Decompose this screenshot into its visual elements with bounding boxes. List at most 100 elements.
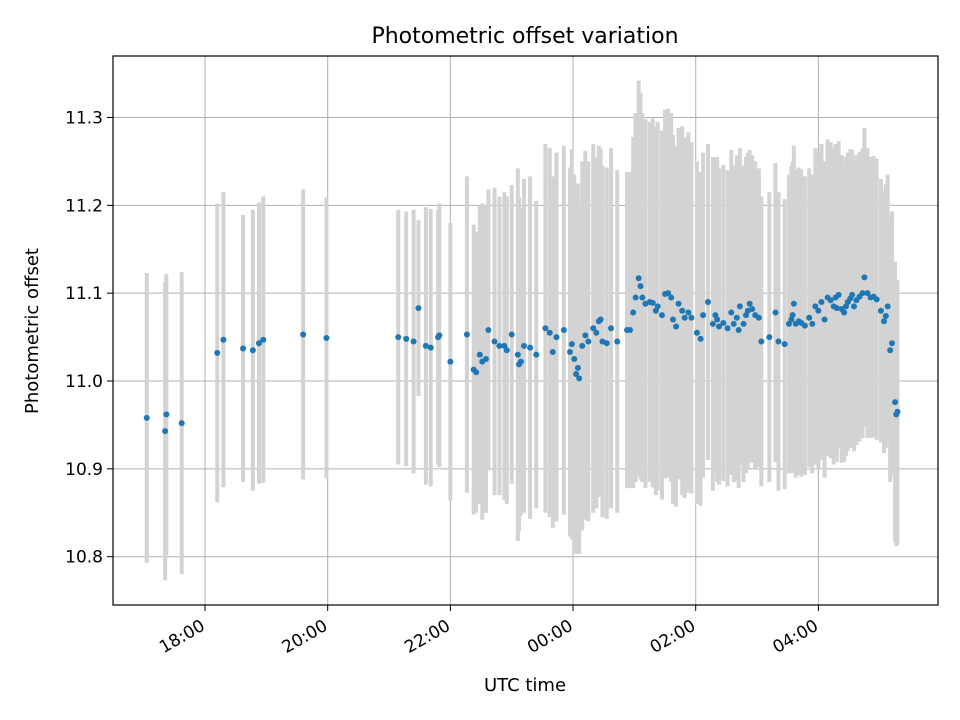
x-tick-label: 20:00 <box>279 616 331 658</box>
data-point <box>679 307 686 314</box>
y-tick-label: 11.0 <box>65 372 103 392</box>
data-point <box>681 314 688 321</box>
data-point <box>395 334 402 341</box>
data-point <box>476 351 483 358</box>
data-point <box>772 309 779 316</box>
data-point <box>658 312 665 319</box>
data-point <box>697 335 704 342</box>
data-point <box>403 335 410 342</box>
data-point <box>590 325 597 332</box>
y-tick-label: 11.3 <box>65 108 103 128</box>
data-point <box>573 370 580 377</box>
data-point <box>447 358 454 365</box>
data-point <box>585 338 592 345</box>
data-point <box>422 342 429 349</box>
data-point <box>766 334 773 341</box>
data-point <box>873 296 880 303</box>
data-point <box>673 323 680 330</box>
x-tick-label: 00:00 <box>524 616 576 658</box>
data-point <box>608 325 615 332</box>
data-point <box>520 342 527 349</box>
data-point <box>693 329 700 336</box>
data-point <box>724 325 731 332</box>
data-point <box>482 356 489 363</box>
data-point <box>260 336 267 343</box>
data-point <box>463 331 470 338</box>
data-point <box>746 300 753 307</box>
data-point <box>527 344 534 351</box>
data-point <box>496 342 503 349</box>
data-point <box>892 399 899 406</box>
data-point <box>827 297 834 304</box>
data-point <box>549 349 556 356</box>
data-point <box>714 316 721 323</box>
data-point <box>240 345 247 352</box>
data-point <box>323 334 330 341</box>
data-point <box>163 411 170 418</box>
y-tick-label: 10.8 <box>65 548 103 568</box>
y-tick-label: 11.2 <box>65 196 103 216</box>
data-point <box>571 356 578 363</box>
data-point <box>637 283 644 290</box>
data-point <box>568 341 575 348</box>
x-axis-label: UTC time <box>484 675 566 696</box>
data-point <box>888 340 895 347</box>
data-point <box>700 312 707 319</box>
data-point <box>887 347 894 354</box>
data-point <box>789 312 796 319</box>
data-point <box>533 351 540 358</box>
data-point <box>841 309 848 316</box>
data-point <box>635 275 642 282</box>
data-point <box>835 291 842 298</box>
data-point <box>593 329 600 336</box>
data-point <box>749 305 756 312</box>
data-point <box>781 341 788 348</box>
data-point <box>553 334 560 341</box>
data-point <box>882 313 889 320</box>
data-point <box>491 338 498 345</box>
data-point <box>736 303 743 310</box>
data-point <box>627 327 634 334</box>
data-point <box>728 309 735 316</box>
data-point <box>614 338 621 345</box>
data-point <box>790 300 797 307</box>
data-point <box>775 338 782 345</box>
data-point <box>566 349 573 356</box>
data-point <box>630 309 637 316</box>
data-point <box>665 290 672 297</box>
data-point <box>815 307 822 314</box>
x-tick-label: 02:00 <box>647 616 699 658</box>
data-point <box>415 305 422 312</box>
data-point <box>709 320 716 327</box>
data-point <box>861 274 868 281</box>
data-point <box>733 314 740 321</box>
data-point <box>730 320 737 327</box>
data-point <box>427 344 434 351</box>
data-point <box>670 316 677 323</box>
data-point <box>485 327 492 334</box>
data-point <box>806 314 813 321</box>
data-point <box>143 414 150 421</box>
data-point <box>542 325 549 332</box>
data-point <box>864 290 871 297</box>
data-point <box>514 351 521 358</box>
data-point <box>249 347 256 354</box>
x-ticks: 18:00 20:00 22:00 00:00 02:00 04:00 <box>156 605 822 658</box>
data-point <box>859 290 866 297</box>
data-point <box>473 369 480 376</box>
x-tick-label: 18:00 <box>156 616 208 658</box>
y-tick-label: 11.1 <box>65 284 103 304</box>
data-point <box>668 294 675 301</box>
data-point <box>884 303 891 310</box>
data-point <box>410 338 417 345</box>
data-point <box>735 327 742 334</box>
data-point <box>255 340 262 347</box>
data-point <box>632 294 639 301</box>
data-point <box>654 303 661 310</box>
data-point <box>785 320 792 327</box>
data-point <box>809 320 816 327</box>
data-point <box>178 420 185 427</box>
data-point <box>576 375 583 382</box>
data-point <box>821 316 828 323</box>
